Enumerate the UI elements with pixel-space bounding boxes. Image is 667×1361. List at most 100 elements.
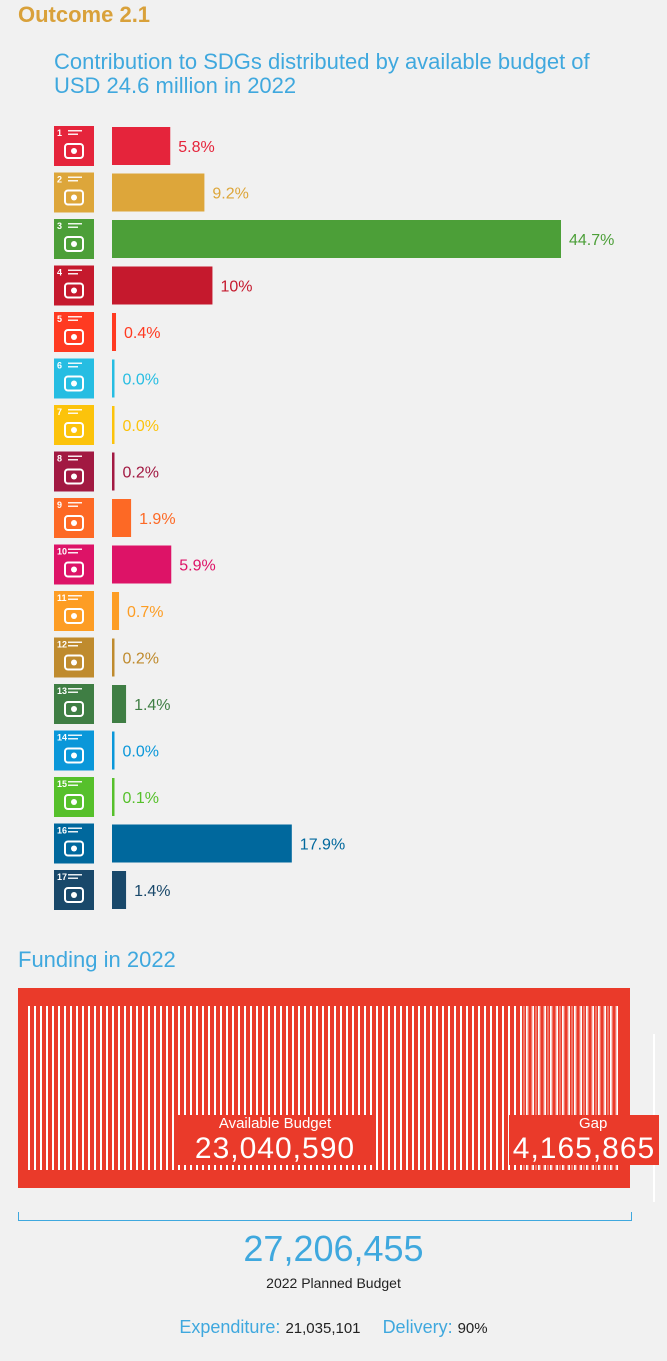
water-icon: 6	[54, 358, 94, 399]
bar-label-sdg-2: 9.2%	[212, 186, 248, 203]
gap-label: Gap	[579, 1115, 608, 1132]
bar-sdg-1	[112, 127, 171, 165]
gap-stripe	[575, 1006, 577, 1170]
bar-sdg-7	[112, 406, 115, 444]
gap-stripe	[615, 1006, 617, 1170]
gap-stripe	[551, 1006, 553, 1170]
bar-label-sdg-14: 0.0%	[123, 744, 159, 761]
gap-stripe	[531, 1006, 533, 1170]
bar-label-sdg-11: 0.7%	[127, 604, 163, 621]
gap-stripe	[579, 1006, 581, 1170]
expenditure-label: Expenditure:	[179, 1317, 281, 1337]
gap-stripe	[527, 1006, 529, 1170]
gap-stripe	[535, 1006, 537, 1170]
expenditure-value: 21,035,101	[285, 1320, 361, 1337]
bar-label-sdg-1: 5.8%	[178, 139, 214, 156]
svg-text:16: 16	[57, 826, 67, 836]
poverty-icon: 1	[54, 126, 94, 166]
bar-sdg-16	[112, 824, 292, 863]
bar-label-sdg-9: 1.9%	[139, 511, 175, 528]
bar-label-sdg-13: 1.4%	[134, 697, 170, 714]
planned-bracket	[18, 1212, 632, 1221]
funding-title: Funding in 2022	[18, 947, 176, 972]
bar-sdg-8	[112, 452, 115, 491]
peace-icon: 16	[54, 823, 94, 864]
bar-label-sdg-12: 0.2%	[123, 651, 159, 668]
svg-text:15: 15	[57, 779, 67, 789]
bar-label-sdg-17: 1.4%	[134, 883, 170, 900]
health-icon: 3	[54, 219, 94, 259]
gap-stripe	[583, 1006, 585, 1170]
available-budget-label: Available Budget	[218, 1115, 332, 1132]
svg-text:7: 7	[57, 407, 62, 417]
industry-icon: 9	[54, 498, 94, 538]
bar-sdg-9	[112, 499, 132, 537]
planned-budget-label: 2022 Planned Budget	[266, 1275, 401, 1291]
cities-icon: 11	[54, 591, 94, 631]
gap-stripe	[571, 1006, 573, 1170]
gap-stripe	[523, 1006, 525, 1170]
available-budget-card: Available Budget 23,040,590	[175, 1115, 375, 1165]
ocean-icon: 14	[54, 730, 94, 771]
bar-sdg-5	[112, 313, 117, 351]
svg-text:11: 11	[57, 593, 67, 603]
svg-text:5: 5	[57, 314, 62, 324]
outcome-title: Outcome 2.1	[18, 2, 151, 27]
gap-stripe	[607, 1006, 609, 1170]
partnership-icon: 17	[54, 870, 94, 910]
gap-stripe	[587, 1006, 589, 1170]
gap-stripe	[603, 1006, 605, 1170]
gap-stripe	[563, 1006, 565, 1170]
delivery-label: Delivery:	[382, 1317, 453, 1337]
bar-sdg-15	[112, 778, 115, 816]
gap-stripe	[599, 1006, 601, 1170]
bar-label-sdg-16: 17.9%	[300, 837, 345, 854]
gap-stripe	[543, 1006, 545, 1170]
bar-label-sdg-10: 5.9%	[179, 558, 215, 575]
consumption-icon: 12	[54, 637, 94, 678]
gap-stripe	[591, 1006, 593, 1170]
bar-sdg-6	[112, 359, 115, 398]
bar-label-sdg-5: 0.4%	[124, 325, 160, 342]
expenditure-row: Expenditure: 21,035,101 Delivery: 90%	[0, 1317, 667, 1338]
bar-label-sdg-6: 0.0%	[123, 372, 159, 389]
gap-stripe	[539, 1006, 541, 1170]
delivery-value: 90%	[457, 1320, 488, 1337]
bar-label-sdg-7: 0.0%	[123, 418, 159, 435]
available-budget-value: 23,040,590	[194, 1132, 356, 1165]
bar-sdg-13	[112, 685, 127, 723]
planned-budget-value: 27,206,455	[243, 1228, 424, 1269]
work-icon: 8	[54, 451, 94, 492]
gap-stripe	[567, 1006, 569, 1170]
climate-icon: 13	[54, 684, 94, 724]
gap-stripe	[611, 1006, 613, 1170]
gap-card: Gap 4,165,865	[509, 1115, 659, 1165]
bar-sdg-2	[112, 173, 205, 212]
bar-sdg-3	[112, 220, 561, 258]
gap-stripe	[547, 1006, 549, 1170]
gap-stripe	[559, 1006, 561, 1170]
hunger-icon: 2	[54, 172, 94, 213]
chart-subtitle: Contribution to SDGs distributed by avai…	[54, 49, 590, 98]
inequality-icon: 10	[54, 544, 94, 585]
bar-sdg-12	[112, 638, 115, 677]
svg-text:3: 3	[57, 221, 62, 231]
svg-text:14: 14	[57, 733, 67, 743]
energy-icon: 7	[54, 405, 94, 445]
svg-text:8: 8	[57, 454, 62, 464]
gap-stripes	[523, 1006, 617, 1170]
sdg-bar-chart: 1 5.8% 2 9.2% 3 44.7% 4 10% 5 0.4% 6 0.0% 7 0.0% 8 0.2%…	[54, 126, 614, 910]
svg-text:1: 1	[57, 128, 62, 138]
bar-label-sdg-15: 0.1%	[123, 790, 159, 807]
gap-value: 4,165,865	[512, 1132, 656, 1165]
education-icon: 4	[54, 265, 94, 306]
gap-stripe	[555, 1006, 557, 1170]
land-icon: 15	[54, 777, 94, 817]
bar-label-sdg-4: 10%	[220, 279, 252, 296]
gender-icon: 5	[54, 312, 94, 352]
bar-sdg-17	[112, 871, 127, 909]
bar-sdg-10	[112, 545, 172, 584]
svg-text:2: 2	[57, 175, 62, 185]
svg-text:12: 12	[57, 640, 67, 650]
bar-sdg-11	[112, 592, 120, 630]
